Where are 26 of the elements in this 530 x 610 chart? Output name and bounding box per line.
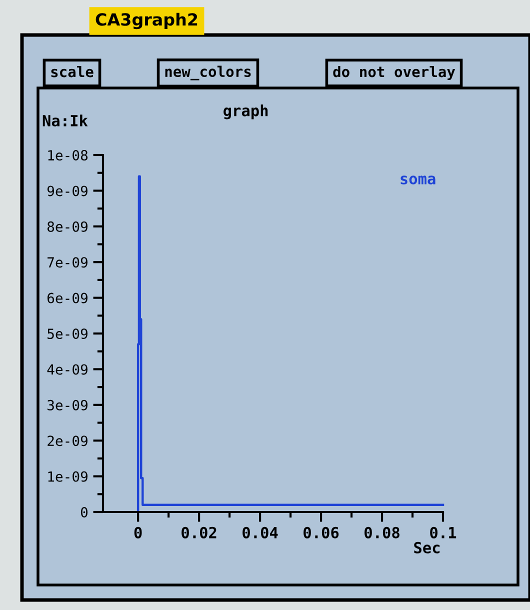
x-tick-label: 0.06 xyxy=(304,526,339,538)
y-tick-label: 3e-09 xyxy=(48,400,88,410)
text: do not overlay xyxy=(333,66,456,80)
y-tick-label: 6e-09 xyxy=(48,292,88,304)
y-tick-label: 5e-09 xyxy=(48,328,88,340)
x-tick-label: 0.02 xyxy=(182,526,216,538)
line-series xyxy=(136,175,444,514)
text: new_colors xyxy=(165,66,251,80)
y-tick-label: 8e-09 xyxy=(47,221,88,232)
text: CA3graph2 xyxy=(96,12,198,30)
x-tick-label: 0 xyxy=(134,526,142,538)
chart-title: graph xyxy=(224,104,268,120)
x-axis-title: Sec xyxy=(414,542,440,554)
y-tick-label: 9e-09 xyxy=(47,186,88,196)
y-tick-label: 2e-09 xyxy=(48,436,88,446)
y-tick-label: 7e-09 xyxy=(48,257,88,268)
y-tick-label: 0 xyxy=(80,507,88,518)
x-tick-label: 0.1 xyxy=(430,526,456,538)
y-tick-label: 4e-09 xyxy=(47,364,88,375)
y-tick-label: 1e-09 xyxy=(48,471,88,482)
y-axis-title: Na:Ik xyxy=(42,114,88,126)
y-tick-label: 1e-08 xyxy=(48,150,88,161)
x-tick-label: 0.08 xyxy=(364,526,400,538)
x-tick-label: 0.04 xyxy=(242,526,278,538)
text: soma xyxy=(400,176,436,184)
text: scale xyxy=(51,66,94,78)
